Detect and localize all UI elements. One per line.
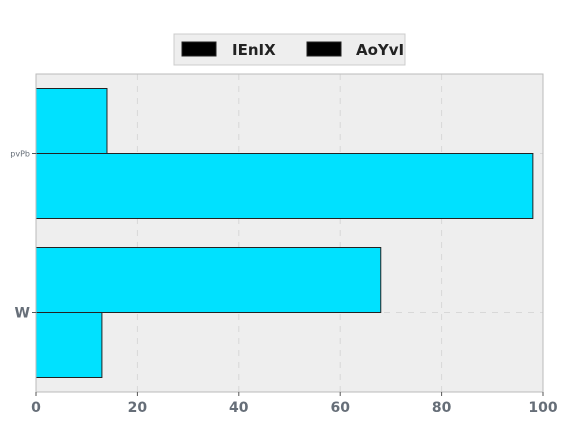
legend: IEnIX AoYvI — [173, 33, 406, 66]
bar-pvPb-series-0 — [35, 88, 108, 154]
x-tick-label-5: 100 — [528, 400, 557, 416]
plot-area — [36, 74, 543, 392]
legend-swatch-series-1 — [306, 41, 342, 57]
bar-pvPb-series-1 — [35, 153, 534, 219]
legend-swatch-series-0 — [181, 41, 217, 57]
x-tick-label-2: 40 — [229, 400, 249, 416]
x-tick-label-4: 80 — [432, 400, 452, 416]
legend-label-series-0: IEnIX — [232, 41, 276, 59]
bar-W-series-0 — [35, 247, 382, 313]
x-tick-label-1: 20 — [128, 400, 148, 416]
y-tick-label-1: pvPb — [10, 150, 30, 159]
legend-label-series-1: AoYvI — [356, 41, 404, 59]
plot-frame — [35, 73, 544, 393]
bar-W-series-1 — [35, 312, 103, 378]
bars — [35, 73, 544, 393]
x-tick-label-3: 60 — [330, 400, 350, 416]
x-axis-ticks: 0 20 40 60 80 100 — [31, 392, 558, 416]
x-tick-label-0: 0 — [31, 400, 41, 416]
y-tick-label-0: W — [15, 306, 30, 322]
